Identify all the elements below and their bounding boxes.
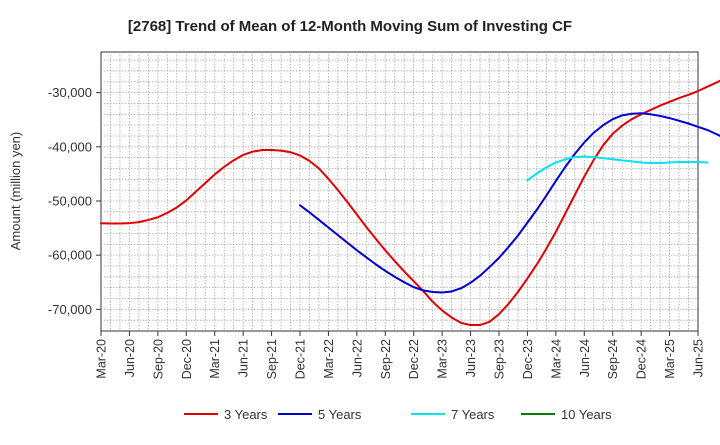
x-tick-label: Jun-20 (123, 339, 137, 377)
y-tick-label: -30,000 (48, 85, 92, 100)
series-line (299, 112, 720, 294)
y-axis-label: Amount (million yen) (8, 132, 23, 251)
x-tick-label: Jun-24 (578, 339, 592, 377)
series-line (100, 79, 720, 327)
x-tick-label: Dec-21 (294, 339, 308, 379)
x-tick-label: Sep-23 (493, 339, 507, 379)
x-tick-label: Mar-25 (663, 339, 677, 379)
x-tick-label: Mar-20 (95, 339, 109, 379)
x-axis-ticks: Mar-20 Jun-20 Sep-20 Dec-20 Mar-21 Jun-21 Sep-… (95, 331, 706, 379)
legend-label: 3 Years (224, 407, 268, 422)
x-tick-label: Mar-22 (322, 339, 336, 379)
x-tick-label: Sep-24 (606, 339, 620, 379)
x-tick-label: Jun-21 (237, 339, 251, 377)
x-tick-label: Dec-20 (180, 339, 194, 379)
x-tick-label: Jun-22 (350, 339, 364, 377)
x-tick-label: Sep-20 (151, 339, 165, 379)
y-tick-label: -60,000 (48, 248, 92, 263)
legend: 3 Years 5 Years 7 Years 10 Years (184, 407, 612, 422)
legend-label: 5 Years (318, 407, 362, 422)
y-tick-label: -50,000 (48, 193, 92, 208)
x-tick-label: Dec-22 (407, 339, 421, 379)
x-tick-label: Dec-24 (635, 339, 649, 379)
series-lines (100, 79, 720, 327)
x-tick-label: Jun-23 (464, 339, 478, 377)
x-tick-label: Sep-21 (265, 339, 279, 379)
x-tick-label: Mar-21 (208, 339, 222, 379)
chart-title: [2768] Trend of Mean of 12-Month Moving … (128, 18, 572, 35)
x-tick-label: Dec-23 (521, 339, 535, 379)
y-tick-label: -70,000 (48, 302, 92, 317)
x-tick-label: Jun-25 (692, 339, 706, 377)
legend-label: 7 Years (451, 407, 495, 422)
x-tick-label: Sep-22 (379, 339, 393, 379)
legend-label: 10 Years (561, 407, 612, 422)
y-axis-ticks: -70,000 -60,000 -50,000 -40,000 -30,000 (48, 85, 101, 317)
plot-area (100, 51, 699, 332)
x-tick-label: Mar-23 (436, 339, 450, 379)
x-tick-label: Mar-24 (549, 339, 563, 379)
series-line (526, 155, 709, 182)
y-tick-label: -40,000 (48, 139, 92, 154)
